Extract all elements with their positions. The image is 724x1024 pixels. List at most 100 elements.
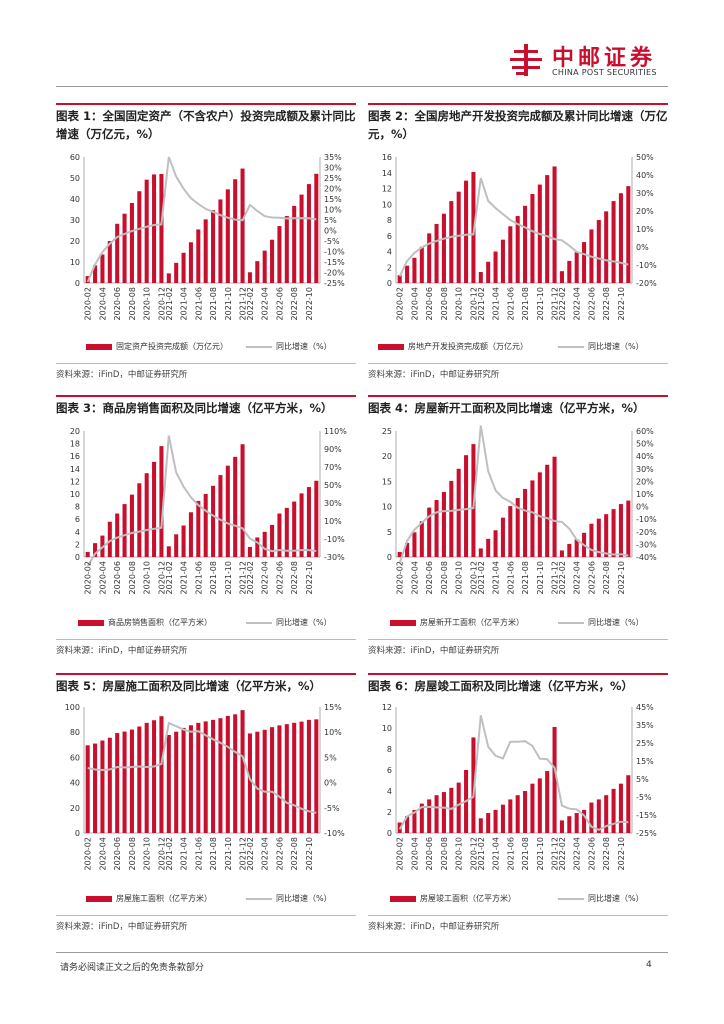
y-tick-label-right: -20% — [636, 528, 657, 537]
x-tick-label: 2020-04 — [98, 287, 107, 320]
x-tick-label: 2020-10 — [455, 561, 464, 594]
legend-line-item: 同比增速（%） — [558, 617, 644, 628]
x-tick-label: 2021-12 — [551, 561, 560, 594]
y-tick-label-left: 4 — [387, 248, 392, 257]
y-tick-label-right: 40% — [636, 452, 654, 461]
chart-title: 图表 2：全国房地产开发投资完成额及累计同比增速（万亿元，%） — [368, 103, 668, 143]
bar — [247, 733, 252, 833]
bar — [545, 175, 550, 283]
x-tick-label: 2020-04 — [410, 837, 419, 870]
bar — [559, 550, 564, 557]
bar — [137, 191, 142, 283]
legend-bar-swatch — [86, 895, 112, 902]
bar — [626, 500, 631, 557]
bar — [493, 530, 498, 557]
bar — [203, 721, 208, 833]
bar — [405, 816, 410, 833]
x-tick-label: 2021-06 — [506, 561, 515, 594]
bar — [397, 275, 402, 283]
y-tick-label-right: 10% — [324, 728, 342, 737]
legend-line-label: 同比增速（%） — [276, 618, 332, 627]
chart-2-svg: 0 2 4 6 8 10 12 14 16 -20% -10% 0% 10% 20% 30% 40% 50% 20… — [382, 153, 657, 320]
x-tick-label: 2020-04 — [98, 561, 107, 594]
bar — [589, 802, 594, 833]
bar — [144, 722, 149, 833]
y-tick-label-left: 50 — [70, 174, 80, 183]
bar — [596, 799, 601, 833]
bar — [292, 501, 297, 557]
bar — [515, 795, 520, 833]
bar — [166, 273, 171, 283]
bar — [478, 548, 483, 557]
bar — [478, 271, 483, 283]
bar — [299, 194, 304, 283]
legend-bar-item: 房屋施工面积（亿平方米） — [86, 893, 212, 904]
x-tick-label: 2022-10 — [617, 561, 626, 594]
bar — [464, 180, 469, 283]
y-tick-label-right: 5% — [636, 775, 649, 784]
y-tick-label-right: 70% — [324, 463, 342, 472]
bar — [397, 551, 402, 557]
bar — [218, 718, 223, 833]
y-tick-label-right: 25% — [636, 739, 654, 748]
logo-mark-icon — [510, 44, 542, 76]
y-tick-label-left: 0 — [387, 279, 392, 288]
bar — [255, 261, 260, 283]
bar — [523, 791, 528, 833]
legend-bar-label: 房屋施工面积（亿平方米） — [116, 894, 212, 903]
bar — [270, 727, 275, 833]
y-tick-label-left: 8 — [387, 216, 392, 225]
bar — [181, 252, 186, 283]
y-tick-label-left: 60 — [70, 153, 80, 162]
bar — [107, 521, 112, 557]
legend-line-swatch — [246, 345, 272, 348]
bar — [211, 485, 216, 557]
bar — [434, 500, 439, 557]
bar — [270, 524, 275, 557]
bar — [137, 483, 142, 557]
y-tick-label-left: 0 — [75, 279, 80, 288]
bar — [262, 729, 267, 833]
footer-disclaimer: 请务必阅读正文之后的免责条款部分 — [60, 963, 205, 973]
y-tick-label-right: 35% — [324, 153, 342, 162]
y-tick-label-left: 16 — [70, 452, 80, 461]
page-header: 中邮证券 CHINA POST SECURITIES — [0, 0, 724, 95]
x-tick-label: 2021-12 — [551, 837, 560, 870]
y-tick-label-right: 5% — [324, 753, 337, 762]
chart-source: 资料来源：iFinD，中邮证券研究所 — [56, 363, 356, 380]
y-tick-label-right: 40% — [636, 171, 654, 180]
x-tick-label: 2022-02 — [246, 561, 255, 594]
bar — [85, 745, 90, 833]
bar — [181, 525, 186, 557]
legend-bar-label: 房地产开发投资完成额（万亿元） — [408, 342, 528, 351]
bar — [559, 271, 564, 283]
bar — [166, 734, 171, 833]
y-tick-label-right: -10% — [636, 261, 657, 270]
y-tick-label-left: 20 — [70, 427, 80, 436]
y-tick-label-left: 30 — [70, 216, 80, 225]
chart-title: 图表 4：房屋新开工面积及同比增速（亿平方米，%） — [368, 395, 668, 417]
bar — [115, 223, 120, 283]
legend-bar-item: 房屋竣工面积（亿平方米） — [390, 893, 516, 904]
y-tick-label-left: 4 — [75, 528, 80, 537]
bar — [523, 205, 528, 283]
x-tick-label: 2022-08 — [290, 561, 299, 594]
y-tick-label-left: 18 — [70, 440, 80, 449]
x-tick-label: 2022-06 — [587, 287, 596, 320]
y-tick-label-right: 50% — [636, 153, 654, 162]
y-tick-label-right: 10% — [636, 490, 654, 499]
bar — [552, 726, 557, 833]
x-tick-label: 2021-08 — [209, 837, 218, 870]
legend-line-label: 同比增速（%） — [588, 618, 644, 627]
y-tick-label-left: 15 — [382, 477, 392, 486]
legend-line-item: 同比增速（%） — [558, 341, 644, 352]
bar — [449, 787, 454, 833]
bar — [508, 506, 513, 557]
bar — [225, 465, 230, 557]
x-tick-label: 2021-10 — [224, 561, 233, 594]
legend-line-swatch — [558, 897, 584, 900]
bar — [122, 213, 127, 283]
legend-line-label: 同比增速（%） — [276, 894, 332, 903]
legend-bar-label: 商品房销售面积（亿平方米） — [108, 618, 212, 627]
bar — [559, 820, 564, 833]
